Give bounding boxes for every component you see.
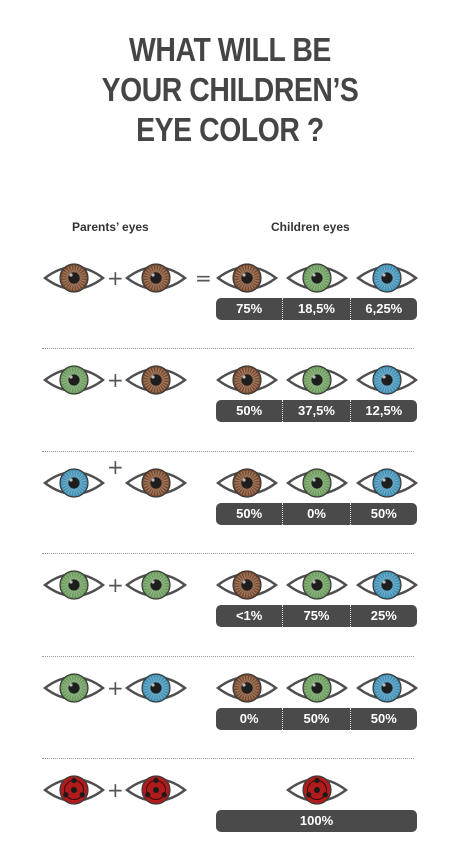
blue-eye-icon xyxy=(356,263,418,293)
row-divider xyxy=(42,758,414,759)
green-eye-icon xyxy=(43,570,105,600)
row-5: +0% 50% 50% xyxy=(0,670,460,764)
percentage-bar: 75% 18,5% 6,25% xyxy=(216,298,417,320)
percentage-value: <1% xyxy=(235,608,263,623)
percentage-bar: 50% 37,5% 12,5% xyxy=(216,400,417,422)
parents-eyes-header: Parents’ eyes xyxy=(72,220,149,234)
percentage-value: 75% xyxy=(282,605,349,627)
green-eye-icon xyxy=(286,263,348,293)
row-divider xyxy=(42,348,414,349)
row-divider xyxy=(42,656,414,657)
brown-eye-icon xyxy=(216,468,278,498)
brown-eye-icon xyxy=(216,570,278,600)
percentage-value: 37,5% xyxy=(282,400,349,422)
row-1: + = 75% 18,5% 6,25% xyxy=(0,260,460,354)
green-eye-icon xyxy=(43,365,105,395)
row-6: +100% xyxy=(0,772,460,866)
children-eyes-header: Children eyes xyxy=(271,220,350,234)
blue-eye-icon xyxy=(356,673,418,703)
blue-eye-icon xyxy=(356,365,418,395)
brown-eye-icon xyxy=(216,263,278,293)
red-eye-icon xyxy=(43,775,105,805)
percentage-value: 50% xyxy=(349,708,417,730)
equals-sign: = xyxy=(195,266,212,290)
percentage-value: 50% xyxy=(349,503,417,525)
plus-sign: + xyxy=(107,266,124,290)
green-eye-icon xyxy=(286,570,348,600)
plus-sign: + xyxy=(107,368,124,392)
plus-sign: + xyxy=(107,676,124,700)
brown-eye-icon xyxy=(125,468,187,498)
green-eye-icon xyxy=(286,673,348,703)
percentage-value: 50% xyxy=(236,506,263,521)
percentage-value: 6,25% xyxy=(349,298,417,320)
row-3: +50% 0% 50% xyxy=(0,455,460,559)
brown-eye-icon xyxy=(125,365,187,395)
row-2: +50% 37,5% 12,5% xyxy=(0,362,460,456)
row-divider xyxy=(42,451,414,452)
percentage-value: 50% xyxy=(282,708,349,730)
row-4: + <1% 75% 25% xyxy=(0,567,460,661)
green-eye-icon xyxy=(43,673,105,703)
percentage-bar: 0% 50% 50% xyxy=(216,708,417,730)
percentage-value: 50% xyxy=(236,403,263,418)
percentage-bar: 50% 0% 50% xyxy=(216,503,417,525)
title-line: YOUR CHILDREN’S xyxy=(101,71,359,108)
plus-sign: + xyxy=(107,778,124,802)
percentage-bar: <1% 75% 25% xyxy=(216,605,417,627)
blue-eye-icon xyxy=(356,468,418,498)
green-eye-icon xyxy=(286,468,348,498)
red-eye-icon xyxy=(286,775,348,805)
blue-eye-icon xyxy=(125,673,187,703)
percentage-value: 0% xyxy=(282,503,349,525)
brown-eye-icon xyxy=(43,263,105,293)
percentage-bar: 100% xyxy=(216,810,417,832)
brown-eye-icon xyxy=(216,673,278,703)
percentage-value: 0% xyxy=(239,711,259,726)
title-line: EYE COLOR ? xyxy=(136,111,324,148)
percentage-value: 100% xyxy=(299,813,334,828)
percentage-value: 25% xyxy=(349,605,417,627)
percentage-value: 12,5% xyxy=(349,400,417,422)
blue-eye-icon xyxy=(356,570,418,600)
brown-eye-icon xyxy=(125,263,187,293)
title-line: WHAT WILL BE xyxy=(129,31,331,68)
page-title: WHAT WILL BE YOUR CHILDREN’S EYE COLOR ? xyxy=(0,30,460,150)
red-eye-icon xyxy=(125,775,187,805)
brown-eye-icon xyxy=(216,365,278,395)
row-divider xyxy=(42,553,414,554)
blue-eye-icon xyxy=(43,468,105,498)
plus-sign: + xyxy=(107,573,124,597)
percentage-value: 18,5% xyxy=(282,298,349,320)
green-eye-icon xyxy=(286,365,348,395)
green-eye-icon xyxy=(125,570,187,600)
plus-sign: + xyxy=(107,455,124,479)
percentage-value: 75% xyxy=(236,301,263,316)
